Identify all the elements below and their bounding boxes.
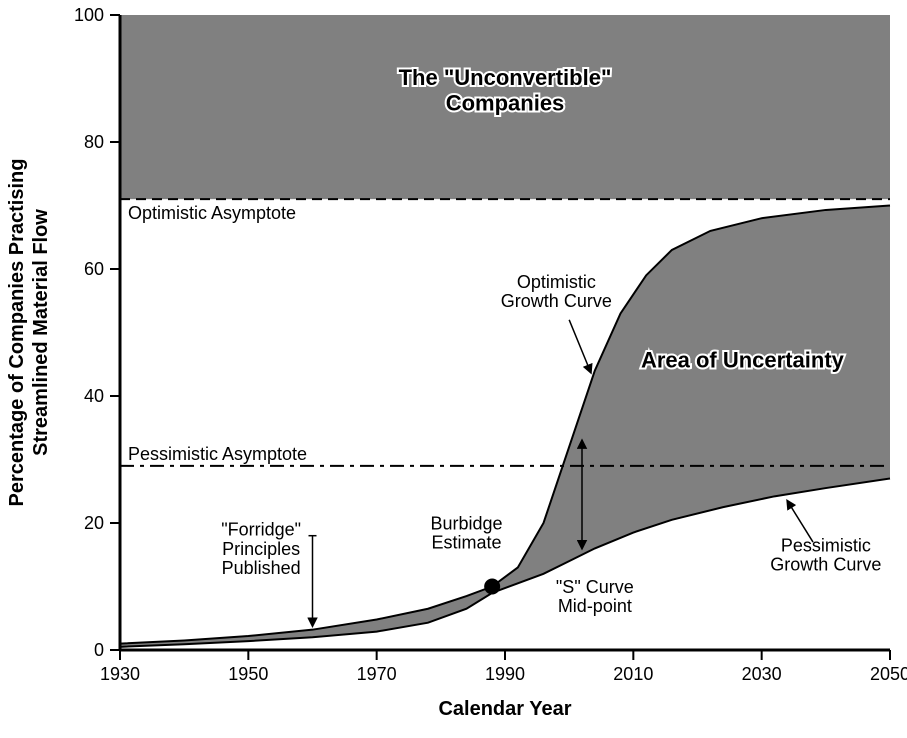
y-tick-label: 20 <box>84 513 104 533</box>
opt-asymptote-label: Optimistic Asymptote <box>128 203 296 223</box>
area-uncertainty-label: Area of Uncertainty <box>641 347 845 372</box>
x-tick-label: 2030 <box>742 664 782 684</box>
chart-container: 1930 1950 1970 1990 2010 2030 2050 0 20 40 60 80 100… <box>0 0 907 738</box>
opt-growth-label: Growth Curve <box>501 291 612 311</box>
y-tick-label: 40 <box>84 386 104 406</box>
y-tick-label: 80 <box>84 132 104 152</box>
x-tick-label: 1930 <box>100 664 140 684</box>
forridge-label: Published <box>222 558 301 578</box>
x-tick-label: 1950 <box>228 664 268 684</box>
opt-growth-label: Optimistic <box>517 272 596 292</box>
x-tick-label: 1970 <box>357 664 397 684</box>
forridge-label: "Forridge" <box>221 520 301 540</box>
burbidge-label: Estimate <box>431 532 501 552</box>
y-tick-label: 100 <box>74 5 104 25</box>
pess-growth-label: Pessimistic <box>781 536 871 556</box>
svg-text:Percentage of Companies Practi: Percentage of Companies Practising <box>6 159 28 507</box>
pess-asymptote-label: Pessimistic Asymptote <box>128 444 307 464</box>
s-curve-label: "S" Curve <box>556 577 634 597</box>
y-tick-label: 60 <box>84 259 104 279</box>
s-curve-label: Mid-point <box>558 596 632 616</box>
y-tick-label: 0 <box>94 640 104 660</box>
x-axis-label: Calendar Year <box>438 698 571 720</box>
x-tick-label: 2050 <box>870 664 907 684</box>
svg-text:Streamlined Material Flow: Streamlined Material Flow <box>30 209 52 456</box>
x-tick-label: 1990 <box>485 664 525 684</box>
forridge-label: Principles <box>222 539 300 559</box>
unconvertible-label: The "Unconvertible" <box>399 65 612 90</box>
burbidge-label: Burbidge <box>430 513 502 533</box>
pess-growth-label: Growth Curve <box>770 555 881 575</box>
unconvertible-label: Companies <box>446 90 565 115</box>
x-tick-label: 2010 <box>613 664 653 684</box>
burbidge-point <box>484 579 500 595</box>
chart-svg: 1930 1950 1970 1990 2010 2030 2050 0 20 40 60 80 100… <box>0 0 907 738</box>
